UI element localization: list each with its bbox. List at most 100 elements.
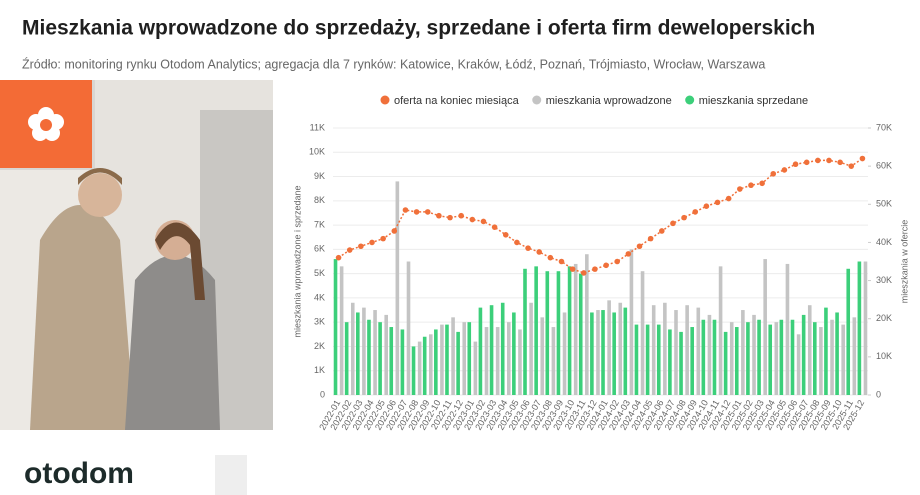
line-point — [458, 212, 464, 219]
bar — [545, 271, 550, 395]
line-point — [580, 270, 587, 276]
bar — [362, 307, 366, 395]
y-tick-label: 6K — [314, 244, 325, 254]
y2-tick-label: 50K — [876, 199, 892, 209]
bar — [723, 331, 728, 395]
y-tick-label: 2K — [314, 341, 325, 351]
y-tick-label: 8K — [314, 195, 325, 205]
bar — [534, 266, 538, 395]
bar — [356, 312, 360, 395]
y-tick-label: 1K — [314, 365, 325, 375]
line-point — [502, 232, 509, 238]
bar — [651, 305, 656, 395]
y2-tick-label: 20K — [876, 313, 892, 323]
bar — [417, 341, 422, 395]
bar — [596, 310, 600, 395]
bar — [523, 268, 527, 395]
y-tick-label: 11K — [310, 122, 325, 132]
y-tick-label: 9K — [314, 171, 325, 181]
line-point — [413, 209, 420, 215]
bar — [495, 327, 500, 395]
bar — [601, 310, 605, 395]
bar — [729, 322, 734, 395]
line-point — [491, 224, 498, 230]
bar — [445, 324, 449, 395]
line-point — [703, 203, 710, 209]
line-point — [558, 258, 565, 265]
bar — [462, 322, 467, 395]
bar — [389, 327, 394, 395]
bar — [801, 314, 806, 395]
bar — [567, 266, 572, 395]
bar — [701, 319, 706, 395]
bar — [512, 312, 516, 395]
bar — [656, 324, 661, 395]
line-point — [447, 214, 453, 221]
bar — [578, 273, 583, 395]
line-point — [603, 262, 609, 269]
bar — [562, 312, 567, 395]
bar — [573, 263, 578, 395]
y-tick-label: 5K — [314, 268, 325, 278]
line-point — [358, 243, 364, 250]
line-point — [748, 182, 754, 189]
y2-tick-label: 40K — [876, 237, 892, 247]
line-point — [826, 157, 832, 164]
bar — [344, 322, 349, 395]
legend-marker — [685, 95, 695, 105]
y2-axis-title: mieszkania w ofercie — [899, 220, 909, 304]
page-title: Mieszkania wprowadzone do sprzedaży, spr… — [22, 17, 815, 40]
line-point — [770, 170, 777, 177]
bar — [712, 319, 717, 395]
bar — [790, 319, 795, 395]
bar — [607, 300, 611, 395]
line-point — [647, 235, 654, 242]
bar — [478, 307, 483, 395]
line-point — [681, 214, 687, 221]
bar — [645, 324, 650, 395]
line-point — [380, 235, 386, 242]
bar — [489, 305, 494, 395]
line-point — [670, 220, 676, 227]
line-point — [514, 239, 520, 246]
bar — [674, 310, 678, 395]
bar — [757, 319, 761, 395]
bar — [718, 266, 723, 395]
line-point — [436, 212, 442, 219]
line-point — [480, 218, 487, 225]
legend-label: mieszkania sprzedane — [699, 95, 808, 107]
line-point — [424, 209, 431, 215]
phone-icon — [215, 455, 247, 495]
bar — [333, 259, 338, 395]
line-point — [369, 239, 375, 246]
line-point — [859, 155, 866, 162]
bar — [863, 261, 868, 395]
bar — [763, 259, 767, 395]
bar — [807, 305, 812, 395]
y-axis-title: mieszkania wprowadzone i sprzedane — [292, 185, 302, 337]
line-point — [792, 161, 799, 168]
bar — [690, 327, 694, 395]
bar — [456, 331, 460, 395]
source-note: Źródło: monitoring rynku Otodom Analytic… — [22, 56, 765, 71]
y-tick-label: 4K — [314, 292, 325, 302]
bar — [422, 336, 427, 395]
line-point — [569, 266, 576, 272]
line-point — [815, 157, 821, 164]
bar — [668, 329, 672, 395]
legend-marker — [380, 95, 390, 105]
line-point — [725, 195, 732, 202]
line — [338, 157, 863, 274]
line-point — [848, 163, 855, 169]
bar — [440, 324, 444, 395]
bar — [785, 263, 790, 395]
bar — [774, 322, 779, 395]
bar — [400, 329, 405, 395]
bar — [734, 327, 739, 395]
bar — [551, 327, 556, 395]
y-tick-label: 10K — [309, 147, 325, 157]
bar — [663, 302, 667, 395]
line-point — [625, 251, 632, 257]
bar — [857, 261, 862, 395]
